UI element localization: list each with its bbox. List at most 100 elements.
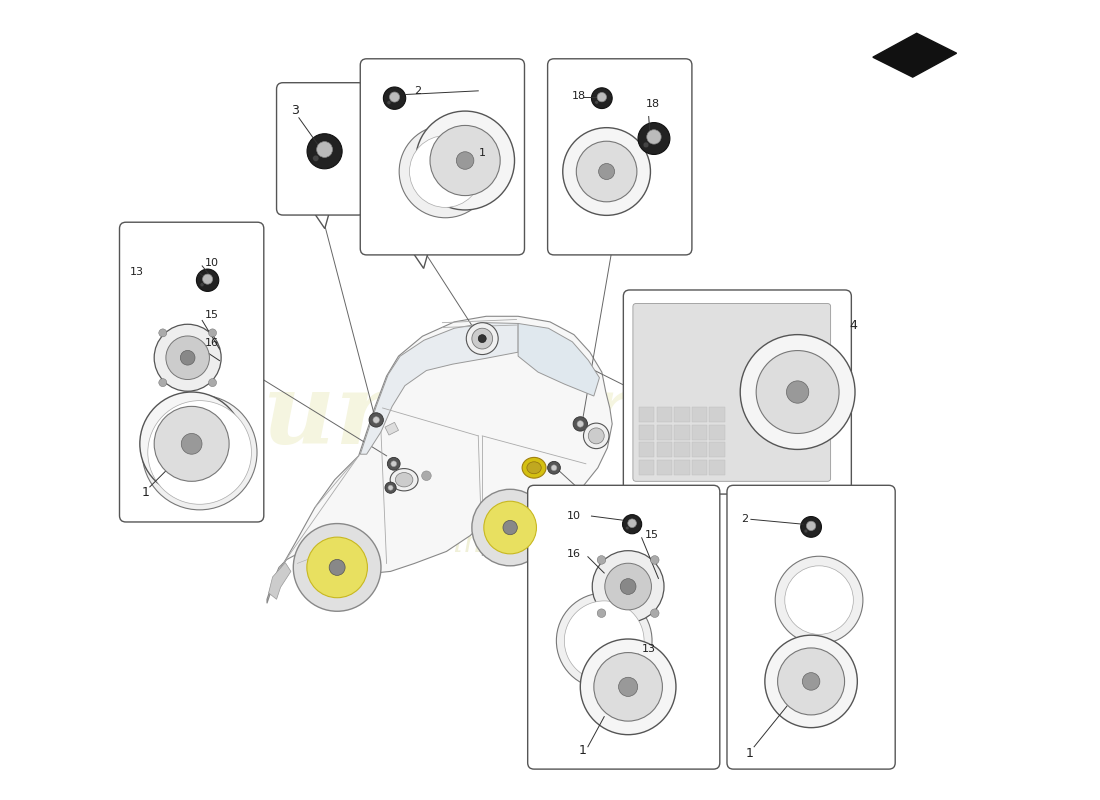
Bar [710,442,725,458]
Text: a parts since 1985: a parts since 1985 [320,528,605,559]
Circle shape [650,609,659,618]
Circle shape [801,517,822,538]
Bar [674,425,690,440]
Bar [639,460,654,475]
Circle shape [592,550,664,622]
Bar [639,407,654,422]
Circle shape [416,111,515,210]
Circle shape [384,87,406,110]
Text: 10: 10 [566,511,581,521]
Polygon shape [410,249,429,269]
Bar [657,460,672,475]
Circle shape [399,126,492,218]
Circle shape [312,155,319,162]
Circle shape [583,423,609,449]
Circle shape [647,130,661,144]
Circle shape [388,485,393,490]
Circle shape [180,350,195,365]
Text: 1: 1 [478,148,486,158]
Text: 13: 13 [641,644,656,654]
Polygon shape [385,422,398,435]
Text: 4: 4 [849,318,857,331]
Circle shape [778,648,845,715]
Bar [692,425,707,440]
Circle shape [784,566,854,634]
Bar [657,442,672,458]
Bar [657,407,672,422]
Text: 10: 10 [205,258,219,268]
Circle shape [576,142,637,202]
Circle shape [387,101,390,105]
Circle shape [638,122,670,154]
Circle shape [802,673,820,690]
Circle shape [503,520,517,534]
Circle shape [385,482,396,494]
Circle shape [368,413,384,427]
FancyBboxPatch shape [120,222,264,522]
Circle shape [409,136,482,207]
Circle shape [478,334,486,342]
Text: 15: 15 [205,310,219,320]
Text: 18: 18 [646,98,660,109]
Circle shape [764,635,857,728]
Circle shape [650,556,659,564]
Circle shape [294,523,381,611]
Circle shape [421,471,431,481]
Bar [674,442,690,458]
Circle shape [317,142,332,158]
Circle shape [373,417,380,423]
Circle shape [154,406,229,482]
Circle shape [140,392,243,496]
Circle shape [605,563,651,610]
Circle shape [578,421,583,427]
Circle shape [387,458,400,470]
Circle shape [623,514,641,534]
Circle shape [154,324,221,391]
Circle shape [466,322,498,354]
Circle shape [597,93,606,102]
Circle shape [592,88,613,109]
Circle shape [200,282,204,286]
Circle shape [740,334,855,450]
Circle shape [573,417,587,431]
Circle shape [597,556,606,564]
Ellipse shape [527,462,541,474]
Text: 16: 16 [205,338,219,348]
Circle shape [786,381,808,403]
Bar [692,442,707,458]
Bar [657,425,672,440]
Circle shape [307,134,342,169]
Bar [692,407,707,422]
Circle shape [588,428,604,444]
Circle shape [756,350,839,434]
Circle shape [472,328,493,349]
FancyBboxPatch shape [632,303,830,482]
Circle shape [644,142,649,148]
Circle shape [182,434,202,454]
Circle shape [628,519,637,527]
Bar [639,425,654,440]
Circle shape [581,639,676,734]
Circle shape [618,678,638,697]
Text: 1: 1 [142,486,150,499]
Text: 2: 2 [741,514,748,524]
Text: 3: 3 [290,104,299,117]
Text: 2: 2 [415,86,421,96]
Circle shape [551,465,557,470]
FancyBboxPatch shape [624,290,851,494]
Ellipse shape [395,473,412,487]
Circle shape [209,329,217,337]
Bar [692,460,707,475]
Bar [710,460,725,475]
Polygon shape [311,209,330,229]
Polygon shape [518,323,600,396]
Polygon shape [268,562,290,599]
Circle shape [776,556,862,644]
Circle shape [389,92,399,102]
Text: 18: 18 [572,91,585,102]
Text: 1: 1 [579,744,586,758]
Circle shape [430,126,500,195]
Circle shape [594,653,662,721]
Circle shape [307,537,367,598]
Circle shape [484,502,537,554]
